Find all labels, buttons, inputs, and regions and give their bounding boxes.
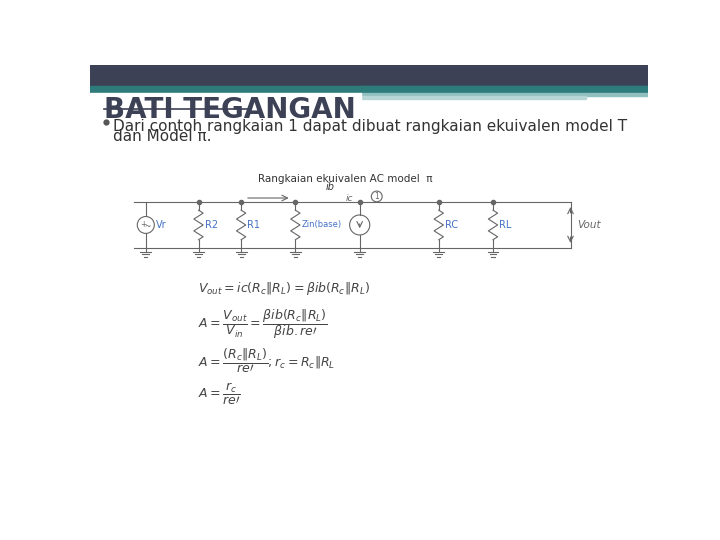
Text: RC: RC — [445, 220, 458, 230]
Text: BATI TEGANGAN: BATI TEGANGAN — [104, 96, 356, 124]
Text: $A = \dfrac{(R_c \| R_L)}{re\prime} ; r_c = R_c \| R_L$: $A = \dfrac{(R_c \| R_L)}{re\prime} ; r_… — [199, 346, 336, 375]
Text: R2: R2 — [204, 220, 218, 230]
Bar — [361, 86, 648, 92]
Text: $V_{out} = ic(R_c \| R_L) = \beta ib(R_c \| R_L)$: $V_{out} = ic(R_c \| R_L) = \beta ib(R_c… — [199, 280, 371, 298]
Text: 1: 1 — [374, 192, 379, 201]
Text: Rangkaian ekuivalen AC model  π: Rangkaian ekuivalen AC model π — [258, 174, 433, 184]
Text: ~: ~ — [144, 222, 150, 231]
Text: RL: RL — [499, 220, 512, 230]
Text: ib: ib — [325, 182, 335, 192]
Text: Dari contoh rangkaian 1 dapat dibuat rangkaian ekuivalen model T: Dari contoh rangkaian 1 dapat dibuat ran… — [113, 119, 627, 134]
Text: dan Model π.: dan Model π. — [113, 129, 212, 144]
Text: Vr: Vr — [156, 220, 166, 230]
Bar — [90, 86, 648, 92]
Text: R1: R1 — [248, 220, 261, 230]
Text: $A = \dfrac{r_c}{re\prime}$: $A = \dfrac{r_c}{re\prime}$ — [199, 381, 241, 407]
Bar — [90, 65, 648, 86]
Text: ic: ic — [346, 193, 354, 202]
Text: Vout: Vout — [577, 220, 600, 230]
Text: +: + — [140, 220, 147, 229]
Text: $A = \dfrac{V_{out}}{V_{in}} = \dfrac{\beta ib(R_c \| R_L)}{\beta ib.re\prime}$: $A = \dfrac{V_{out}}{V_{in}} = \dfrac{\b… — [199, 307, 328, 341]
Bar — [361, 96, 586, 99]
Text: Zin(base): Zin(base) — [302, 220, 342, 230]
Bar — [361, 92, 648, 96]
Bar — [90, 92, 361, 103]
